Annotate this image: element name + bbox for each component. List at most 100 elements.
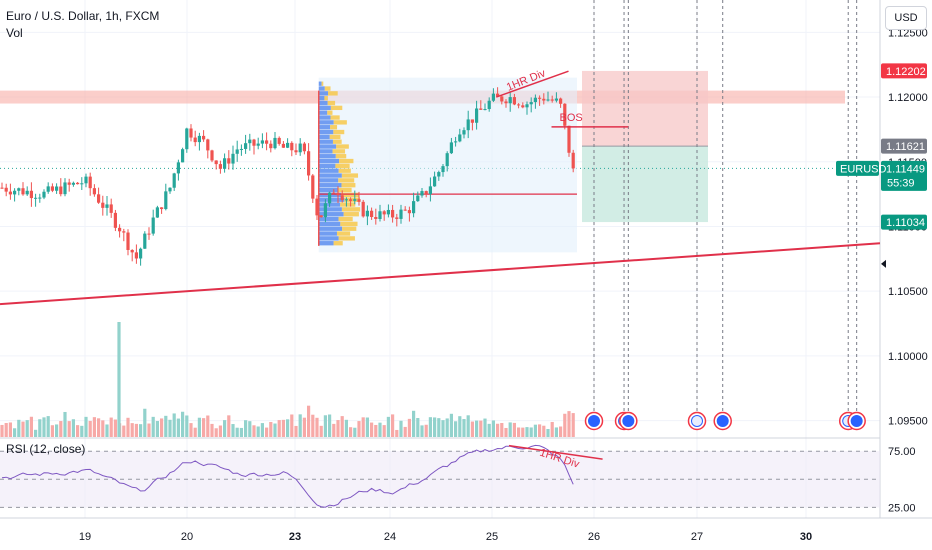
volume-bar <box>277 420 281 437</box>
volume-bar <box>286 419 290 437</box>
candle-body <box>340 195 344 200</box>
volume-bar <box>395 429 399 437</box>
candle-body <box>512 97 516 105</box>
profile-row-down <box>333 120 347 125</box>
volume-bar <box>412 410 416 437</box>
volume-bar <box>445 418 449 437</box>
candle-body <box>214 160 218 165</box>
volume-bar <box>319 425 323 437</box>
profile-row-up <box>318 178 339 183</box>
volume-bar <box>487 423 491 437</box>
candle-body <box>437 172 441 177</box>
profile-row-down <box>333 241 343 246</box>
profile-row-down <box>338 236 355 241</box>
volume-bar <box>458 416 462 437</box>
candle-body <box>302 143 306 152</box>
volume-bar <box>181 411 185 437</box>
candle-body <box>286 142 290 148</box>
profile-row-down <box>341 183 356 188</box>
stop-tag <box>881 63 927 79</box>
volume-bar <box>231 424 235 437</box>
candle-body <box>46 186 50 192</box>
volume-bar <box>466 415 470 437</box>
candle-body <box>445 153 449 167</box>
volume-bar <box>491 420 495 437</box>
candle-body <box>113 212 117 228</box>
volume-bars <box>0 322 575 437</box>
candle-body <box>185 128 189 150</box>
candle-body <box>176 162 180 174</box>
candle-body <box>277 137 281 144</box>
volume-bar <box>382 425 386 437</box>
volume-spike-bar <box>117 322 121 437</box>
volume-bar <box>323 415 327 437</box>
volume-bar <box>126 417 130 437</box>
volume-bar <box>76 425 80 437</box>
volume-bar <box>370 422 374 437</box>
volume-bar <box>407 418 411 437</box>
volume-bar <box>176 418 180 437</box>
volume-bar <box>189 423 193 437</box>
volume-bar <box>344 419 348 437</box>
candle-body <box>25 190 29 195</box>
candle-body <box>382 211 386 215</box>
profile-row-down <box>341 192 359 198</box>
profile-row-up <box>318 187 338 193</box>
volume-bar <box>197 417 201 437</box>
candle-body <box>504 101 508 104</box>
candle-body <box>395 217 399 219</box>
volume-bar <box>139 424 143 437</box>
candle-body <box>38 197 42 199</box>
candle-body <box>538 97 542 99</box>
candle-body <box>294 150 298 153</box>
candle-body <box>542 98 546 101</box>
profile-row-down <box>327 110 333 115</box>
volume-bar <box>550 421 554 437</box>
profile-row-up <box>318 134 330 140</box>
profile-row-up <box>318 129 334 135</box>
event-flag-inner-icon <box>622 415 635 427</box>
chart-title: Euro / U.S. Dollar, 1h, FXCM <box>6 9 160 23</box>
volume-bar <box>273 423 277 437</box>
candle-body <box>17 188 21 191</box>
currency-button[interactable]: USD <box>885 6 927 30</box>
volume-bar <box>441 420 445 437</box>
profile-row-down <box>337 187 352 193</box>
candle-body <box>118 227 122 232</box>
volume-bar <box>437 418 441 437</box>
price-divergence-line <box>495 70 569 98</box>
profile-row-down <box>338 168 351 173</box>
candle-body <box>260 140 264 144</box>
profile-row-up <box>318 216 339 222</box>
volume-bar <box>424 424 428 437</box>
profile-row-up <box>318 144 337 149</box>
profile-row-down <box>338 216 353 222</box>
candle-body <box>319 215 323 218</box>
candle-body <box>122 231 126 233</box>
volume-bar <box>374 424 378 437</box>
profile-row-down <box>324 86 331 91</box>
current-tag <box>881 160 927 191</box>
stop-tag-value: 1.12202 <box>886 66 926 78</box>
candle-body <box>508 97 512 104</box>
candle-body <box>420 191 424 196</box>
volume-bar <box>92 417 96 437</box>
candle-body <box>21 188 25 195</box>
candle-body <box>97 194 101 203</box>
volume-bar <box>538 424 542 437</box>
profile-row-down <box>343 212 359 217</box>
time-tick-label: 27 <box>691 531 703 543</box>
profile-row-up <box>318 81 322 86</box>
profile-row-up <box>318 139 333 144</box>
candle-body <box>63 182 67 195</box>
candle-body <box>315 198 319 216</box>
volume-bar <box>542 425 546 437</box>
volume-bar <box>433 417 437 437</box>
candle-body <box>298 143 302 153</box>
candle-body <box>189 128 193 138</box>
volume-bar <box>416 417 420 437</box>
candle-body <box>239 148 243 150</box>
candle-body <box>462 130 466 135</box>
volume-bar <box>29 416 33 437</box>
